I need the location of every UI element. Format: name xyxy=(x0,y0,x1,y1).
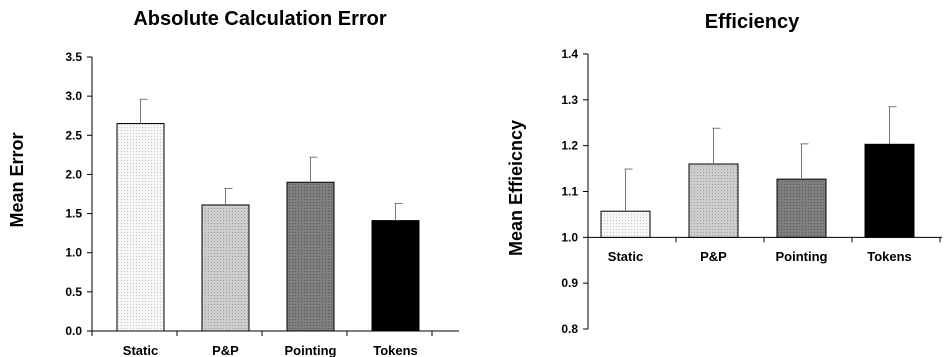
y-tick-label: 1.0 xyxy=(65,246,82,260)
y-tick-label: 0.0 xyxy=(65,324,82,338)
y-tick-label: 0.9 xyxy=(561,276,578,290)
y-tick-label: 1.3 xyxy=(561,93,578,107)
y-axis-label: Mean Error xyxy=(7,132,27,227)
y-tick-label: 0.8 xyxy=(561,322,578,336)
y-tick-label: 1.2 xyxy=(561,139,578,153)
y-tick-label: 2.0 xyxy=(65,167,82,181)
bar-p-p xyxy=(688,163,739,238)
bar-tokens xyxy=(864,143,915,238)
y-tick-label: 1.1 xyxy=(561,185,578,199)
chart-efficiency: Efficiency Mean Effieicncy 0.8 0.9 1.0 1.1 1… xyxy=(506,11,942,336)
category-label: P&P xyxy=(700,249,727,264)
y-tick-label: 1.0 xyxy=(561,230,578,244)
bar-pointing xyxy=(286,181,335,332)
y-tick-label: 3.5 xyxy=(65,50,82,64)
category-label: Tokens xyxy=(867,249,912,264)
category-label: Tokens xyxy=(373,343,418,357)
bar-pointing xyxy=(776,178,827,238)
y-tick-label: 3.0 xyxy=(65,89,82,103)
category-label: Static xyxy=(608,249,643,264)
category-label: P&P xyxy=(212,343,239,357)
category-label: Pointing xyxy=(776,249,828,264)
y-tick-label: 2.5 xyxy=(65,128,82,142)
bar-static xyxy=(600,210,651,238)
chart-title: Absolute Calculation Error xyxy=(133,8,387,30)
bar-tokens xyxy=(371,220,420,332)
category-label: Pointing xyxy=(285,343,337,357)
category-label: Static xyxy=(123,343,158,357)
y-axis-label: Mean Effieicncy xyxy=(506,120,526,256)
chart-absolute-error: Absolute Calculation Error Mean Error 0.… xyxy=(7,8,459,357)
chart-title: Efficiency xyxy=(705,11,800,33)
bar-p-p xyxy=(201,204,250,332)
y-tick-label: 1.4 xyxy=(561,47,578,61)
y-tick-label: 0.5 xyxy=(65,285,82,299)
y-tick-label: 1.5 xyxy=(65,207,82,221)
bar-static xyxy=(116,123,165,332)
